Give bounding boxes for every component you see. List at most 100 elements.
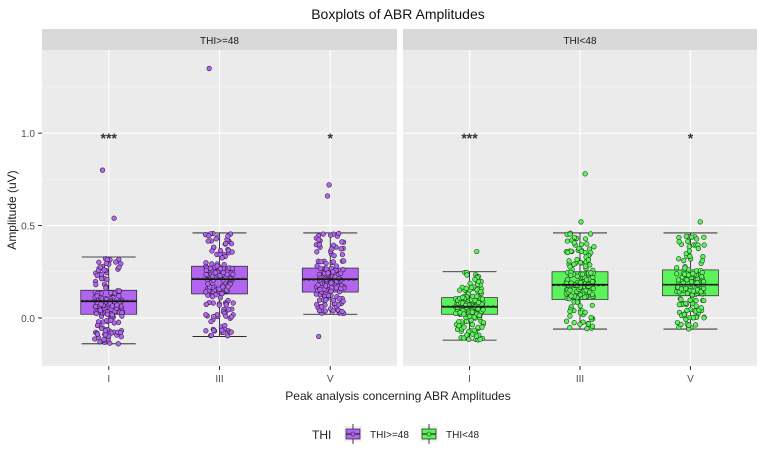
data-point bbox=[689, 234, 695, 240]
facet-strip-label: THI<48 bbox=[563, 36, 597, 47]
outlier-point bbox=[324, 193, 331, 199]
data-point bbox=[479, 324, 485, 330]
data-point bbox=[589, 291, 596, 297]
data-point bbox=[338, 246, 344, 252]
data-point bbox=[328, 288, 334, 294]
data-point bbox=[480, 307, 486, 313]
data-point bbox=[681, 312, 687, 318]
data-point bbox=[699, 258, 705, 264]
data-point bbox=[108, 317, 114, 323]
data-point bbox=[333, 263, 340, 269]
data-point bbox=[113, 259, 119, 265]
box-group bbox=[551, 171, 609, 332]
data-point bbox=[584, 241, 590, 247]
data-point bbox=[574, 273, 580, 279]
data-point bbox=[571, 261, 577, 267]
data-point bbox=[336, 230, 342, 237]
data-point bbox=[205, 281, 211, 287]
data-point bbox=[577, 303, 583, 309]
data-point bbox=[317, 286, 323, 293]
data-point bbox=[461, 324, 467, 330]
data-point bbox=[591, 244, 597, 250]
x-tick-label: I bbox=[468, 374, 471, 385]
data-point bbox=[330, 308, 336, 314]
outlier-point bbox=[474, 248, 480, 255]
data-point bbox=[585, 257, 592, 263]
data-point bbox=[108, 290, 114, 296]
data-point bbox=[209, 261, 215, 267]
data-point bbox=[97, 264, 103, 270]
data-point bbox=[217, 266, 224, 272]
data-point bbox=[340, 267, 346, 273]
data-point bbox=[209, 294, 216, 300]
data-point bbox=[98, 271, 104, 278]
y-tick-label: 0.0 bbox=[21, 314, 35, 325]
data-point bbox=[698, 289, 704, 295]
data-point bbox=[567, 308, 573, 315]
data-point bbox=[228, 314, 235, 320]
box-group bbox=[191, 65, 248, 339]
data-point bbox=[98, 301, 104, 307]
data-point bbox=[230, 271, 236, 277]
data-point bbox=[223, 313, 229, 319]
outlier-point bbox=[326, 182, 332, 188]
data-point bbox=[101, 336, 107, 343]
data-point bbox=[229, 249, 235, 255]
data-point bbox=[114, 302, 120, 308]
data-point bbox=[567, 313, 573, 319]
data-point bbox=[119, 309, 125, 316]
data-point bbox=[582, 263, 589, 269]
outlier-point bbox=[111, 215, 117, 221]
outlier-point bbox=[99, 167, 106, 173]
data-point bbox=[476, 312, 482, 318]
data-point bbox=[675, 277, 682, 283]
data-point bbox=[216, 286, 222, 292]
data-point bbox=[471, 314, 477, 320]
outlier-point bbox=[206, 65, 212, 72]
data-point bbox=[582, 309, 588, 316]
data-point bbox=[685, 272, 692, 278]
facet-strip bbox=[42, 29, 397, 50]
data-point bbox=[480, 319, 487, 326]
data-point bbox=[212, 270, 218, 276]
data-point bbox=[453, 310, 459, 317]
data-point bbox=[229, 265, 235, 272]
data-point bbox=[567, 231, 573, 237]
data-point bbox=[686, 322, 692, 328]
box-group: * bbox=[662, 130, 719, 332]
data-point bbox=[220, 284, 226, 290]
data-point bbox=[577, 310, 584, 316]
data-point bbox=[694, 236, 700, 242]
data-point bbox=[577, 321, 583, 327]
data-point bbox=[320, 231, 326, 237]
data-point bbox=[99, 276, 105, 282]
data-point bbox=[683, 285, 689, 292]
data-point bbox=[588, 270, 594, 276]
data-point bbox=[98, 325, 105, 332]
data-point bbox=[223, 302, 229, 308]
data-point bbox=[589, 323, 596, 329]
data-point bbox=[214, 263, 220, 269]
data-point bbox=[94, 331, 101, 337]
data-point bbox=[690, 288, 696, 294]
data-point bbox=[208, 318, 214, 325]
data-point bbox=[315, 282, 321, 288]
data-point bbox=[329, 246, 335, 252]
data-point bbox=[676, 239, 682, 245]
data-point bbox=[463, 285, 469, 291]
data-point bbox=[571, 320, 577, 326]
data-point bbox=[102, 332, 109, 338]
data-point bbox=[203, 289, 209, 295]
data-point bbox=[464, 332, 470, 338]
data-point bbox=[693, 297, 699, 304]
legend-key bbox=[420, 424, 438, 444]
y-axis-label: Amplitude (uV) bbox=[5, 170, 19, 249]
data-point bbox=[471, 327, 477, 333]
data-point bbox=[588, 231, 594, 237]
data-point bbox=[461, 311, 467, 317]
data-point bbox=[221, 262, 227, 268]
data-point bbox=[683, 316, 689, 322]
x-axis-label: Peak analysis concerning ABR Amplitudes bbox=[285, 389, 510, 403]
data-point bbox=[116, 288, 122, 294]
